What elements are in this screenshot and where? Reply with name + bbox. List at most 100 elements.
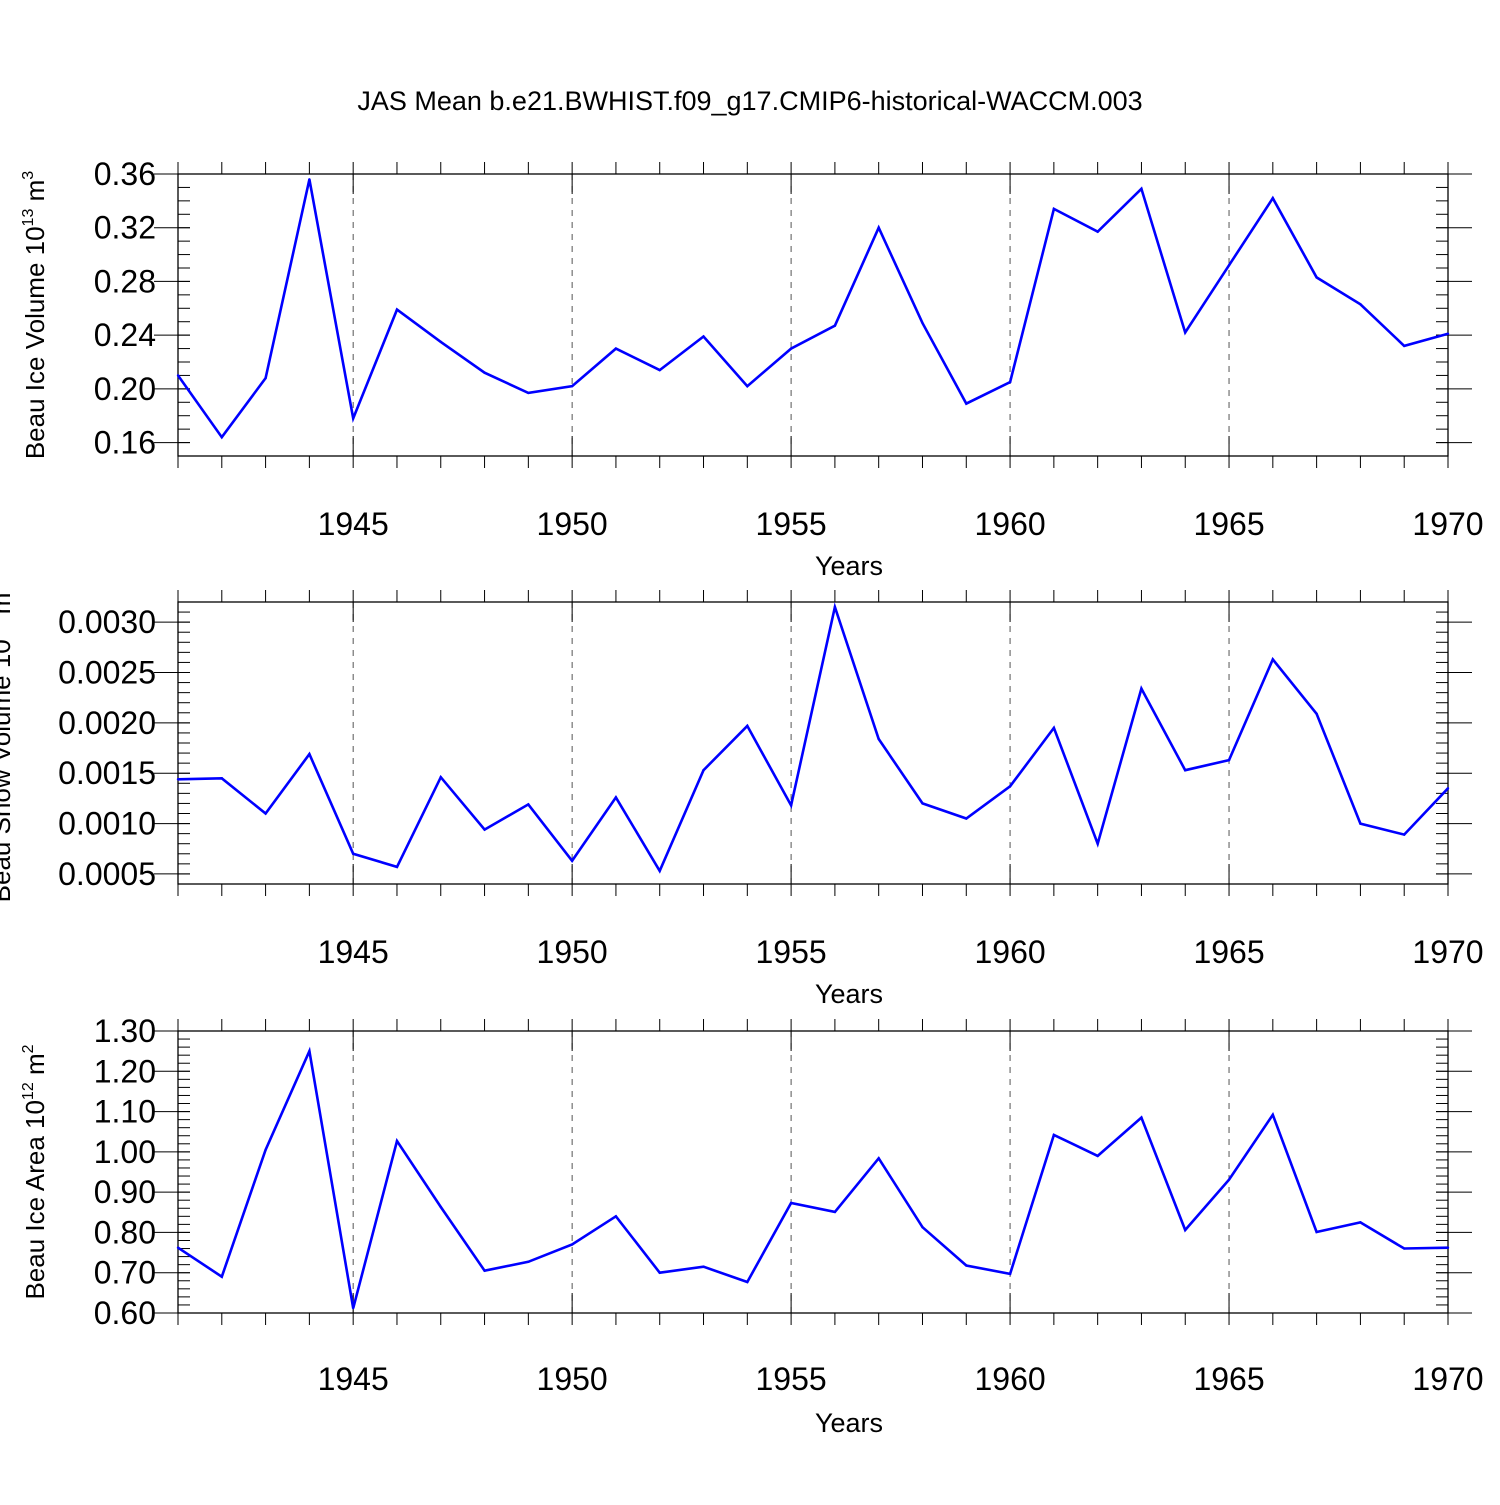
- data-point: [483, 828, 486, 831]
- data-point: [1315, 712, 1318, 715]
- data-point: [527, 391, 530, 395]
- data-point: [877, 737, 880, 741]
- data-point: [965, 817, 968, 820]
- y-axis-title: Beau Snow Volume 1013 m3: [0, 584, 16, 903]
- data-point: [1096, 1154, 1099, 1158]
- y-tick-label: 0.32: [94, 210, 156, 246]
- y-tick-label: 1.10: [94, 1094, 156, 1130]
- data-point: [1052, 207, 1056, 211]
- x-axis-title: Years: [815, 979, 883, 1009]
- data-point: [789, 347, 793, 350]
- data-point: [1446, 332, 1450, 335]
- y-axis-title-superscript: 13: [20, 209, 37, 227]
- y-tick-label: 1.20: [94, 1053, 156, 1089]
- y-tick-label: 1.00: [94, 1134, 156, 1170]
- y-axis-title-part: Beau Ice Area 10: [20, 1100, 50, 1299]
- plot-frame: [177, 1030, 1449, 1314]
- data-point: [439, 340, 442, 344]
- data-point: [877, 226, 880, 229]
- data-point: [921, 1225, 924, 1229]
- data-point: [921, 321, 924, 325]
- data-point: [570, 384, 574, 388]
- data-point: [264, 376, 267, 380]
- data-point: [1227, 758, 1231, 762]
- data-point: [570, 859, 574, 863]
- data-point: [308, 178, 311, 181]
- data-point: [1140, 187, 1143, 190]
- x-tick-label: 1965: [1193, 1361, 1264, 1397]
- x-tick-label: 1950: [537, 506, 608, 542]
- figure-title: JAS Mean b.e21.BWHIST.f09_g17.CMIP6-hist…: [357, 86, 1142, 116]
- data-point: [395, 1139, 399, 1143]
- data-point: [220, 777, 223, 780]
- x-axis-title: Years: [815, 551, 883, 581]
- data-point: [395, 865, 399, 869]
- data-point: [921, 802, 924, 805]
- y-tick-label: 0.28: [94, 263, 156, 299]
- data-point: [308, 752, 311, 756]
- data-point: [176, 374, 180, 377]
- data-point: [746, 724, 749, 728]
- series-line: [177, 602, 1449, 874]
- chart-panel-3: 0.60 0.70 0.80 0.90 1.00 1.10 1.20 1.30 1945 1950…: [20, 1013, 1484, 1438]
- y-tick-label: 0.70: [94, 1255, 156, 1291]
- data-point: [1052, 1133, 1056, 1137]
- y-tick-label: 0.20: [94, 371, 156, 407]
- y-tick-label: 0.90: [94, 1174, 156, 1210]
- x-tick-label: 1960: [974, 506, 1045, 542]
- data-point: [702, 335, 705, 338]
- data-point: [658, 1271, 661, 1274]
- data-point: [176, 778, 180, 781]
- series-line: [177, 1046, 1449, 1309]
- data-point: [614, 347, 618, 350]
- y-tick-label: 0.0005: [58, 856, 156, 892]
- y-tick-label: 1.30: [94, 1013, 156, 1049]
- data-point: [1359, 1221, 1362, 1224]
- data-point: [702, 1265, 705, 1268]
- data-point: [1096, 230, 1099, 233]
- x-tick-label: 1970: [1412, 506, 1483, 542]
- data-point: [527, 803, 530, 806]
- data-point: [1315, 276, 1318, 279]
- x-tick-label: 1945: [318, 506, 389, 542]
- data-point: [351, 1306, 355, 1310]
- data-point: [658, 869, 661, 873]
- data-point: [527, 1260, 530, 1264]
- data-point: [264, 1148, 267, 1152]
- data-point: [1271, 658, 1275, 661]
- data-point: [1271, 1113, 1275, 1116]
- data-point: [264, 812, 267, 815]
- x-tick-label: 1960: [974, 934, 1045, 970]
- y-tick-label: 0.0010: [58, 806, 156, 842]
- data-point: [439, 1205, 442, 1209]
- y-tick-label: 0.36: [94, 156, 156, 192]
- data-point: [1403, 1247, 1406, 1250]
- data-point: [1403, 833, 1406, 836]
- y-axis-title-part: m: [20, 180, 50, 209]
- data-point: [1271, 196, 1275, 200]
- y-axis-title-superscript: 12: [20, 1082, 37, 1100]
- y-tick-label: 0.60: [94, 1295, 156, 1331]
- data-point: [1184, 1228, 1187, 1232]
- data-point: [833, 1210, 837, 1214]
- data-point: [483, 1269, 486, 1272]
- data-point: [746, 384, 749, 388]
- data-point: [965, 402, 968, 405]
- y-axis-title-part: Beau Snow Volume 10: [0, 639, 16, 902]
- data-point: [658, 368, 661, 372]
- chart-panel-2: 0.0005 0.0010 0.0015 0.0020 0.0025 0.0030 1945…: [0, 584, 1484, 1009]
- data-point: [746, 1280, 749, 1284]
- data-point: [220, 436, 223, 439]
- x-tick-label: 1950: [537, 934, 608, 970]
- data-point: [395, 308, 399, 311]
- y-tick-label: 0.0030: [58, 604, 156, 640]
- data-point: [1227, 1178, 1231, 1181]
- data-point: [614, 1215, 618, 1218]
- y-tick-label: 0.0015: [58, 755, 156, 791]
- data-point: [833, 605, 837, 609]
- chart-panel-1: 0.16 0.20 0.24 0.28 0.32 0.36 1945 1950 1955 1960…: [20, 156, 1484, 581]
- data-point: [789, 804, 793, 807]
- data-point: [439, 776, 442, 779]
- chart-panels: 0.16 0.20 0.24 0.28 0.32 0.36 1945 1950 1955 1960…: [0, 156, 1484, 1438]
